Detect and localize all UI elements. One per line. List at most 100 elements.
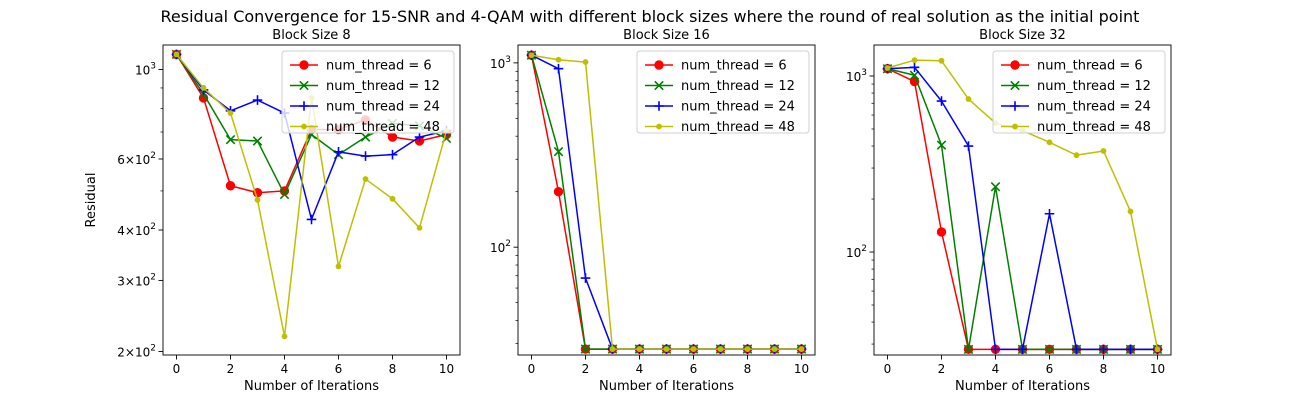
y-tick-label: 2×102 [117,343,156,359]
data-point [636,346,643,352]
data-point [1125,344,1136,355]
data-point [690,346,697,352]
legend-entry: num_thread = 24 [645,100,795,115]
data-point [360,151,371,161]
x-tick-label: 8 [1100,362,1108,376]
x-tick-label: 2 [227,362,235,376]
x-axis-label: Number of Iterations [599,379,734,394]
legend-marker [1012,123,1018,130]
x-tick-label: 4 [636,362,644,376]
legend-entry: num_thread = 48 [645,120,795,135]
y-tick-label: 103 [490,55,511,71]
x-tick-label: 0 [528,362,536,376]
x-tick-label: 2 [582,362,590,376]
y-tick-label: 103 [135,61,156,77]
legend-marker [1010,60,1020,70]
data-point [1071,344,1082,355]
legend-label: num_thread = 12 [1037,79,1151,94]
legend-marker [654,101,664,111]
data-point [580,273,591,283]
data-point [254,197,261,203]
legend-entry: num_thread = 6 [1001,59,1143,74]
y-tick-label: 6×102 [117,151,156,167]
legend-label: num_thread = 48 [681,120,795,135]
legend-entry: num_thread = 24 [290,100,440,115]
legend-label: num_thread = 48 [1037,120,1151,135]
axes-frame [517,44,816,356]
data-point [663,346,670,352]
x-tick-label: 6 [335,362,343,376]
legend-marker [654,80,664,91]
figure-suptitle: Residual Convergence for 15-SNR and 4-QA… [161,7,1140,26]
data-point [252,95,263,105]
data-point [227,110,234,116]
data-point [580,344,591,354]
data-point [990,344,1001,355]
data-point [963,344,974,355]
data-point [936,96,947,106]
data-point [609,346,616,352]
data-point [225,181,236,191]
x-tick-label: 4 [992,362,1000,376]
data-point [281,333,288,340]
data-point [333,147,344,157]
legend-entry: num_thread = 48 [290,120,440,135]
x-tick-label: 10 [1150,362,1165,376]
data-point [990,181,1001,192]
legend-label: num_thread = 24 [326,100,440,115]
data-point [416,224,423,231]
legend-marker [656,123,662,130]
x-tick-label: 0 [173,362,181,376]
data-point [936,227,947,237]
legend-entry: num_thread = 12 [645,79,795,94]
x-tick-label: 4 [281,362,289,376]
legend-label: num_thread = 12 [326,79,440,94]
data-point [1017,344,1028,355]
legend-entry: num_thread = 48 [1001,120,1151,135]
legend-box [636,50,810,134]
data-point [414,132,425,142]
legend-marker [1010,101,1020,111]
data-point [360,132,371,142]
subplot-title: Block Size 8 [272,28,350,43]
legend-box [992,50,1166,134]
subplot-2: 103 102 0 2 4 6 8 10 Block Size 16 Number of Iter… [490,28,816,394]
subplot-3: 103 102 0 2 4 6 8 10 Block Size 32 Number of Iter… [846,28,1172,394]
x-tick-label: 2 [938,362,946,376]
legend-marker [299,101,309,111]
y-tick-label: 3×102 [117,272,156,288]
legend-label: num_thread = 12 [681,79,795,94]
legend-marker [654,60,664,70]
legend-label: num_thread = 24 [681,100,795,115]
data-point [252,136,263,146]
data-point [884,65,891,71]
axes-frame [873,44,1172,356]
data-point [173,51,180,58]
data-point [938,57,945,64]
data-point [965,96,972,102]
data-point [387,149,398,160]
legend-label: num_thread = 6 [681,59,787,74]
legend-marker [299,60,309,70]
data-point [744,346,751,352]
legend-entry: num_thread = 24 [1001,100,1151,115]
data-point [1154,346,1161,353]
subplot-title: Block Size 16 [623,28,710,43]
data-point [909,62,920,73]
data-point [582,59,589,65]
data-point [389,195,396,202]
data-point [1127,208,1134,215]
data-point [555,56,562,63]
legend-label: num_thread = 6 [1037,59,1143,74]
legend-entry: num_thread = 12 [1001,79,1151,94]
y-tick-label: 103 [846,68,867,84]
axes-frame [162,44,461,356]
x-tick-label: 10 [794,362,809,376]
data-point [553,146,564,157]
legend: num_thread = 6 num_thread = 12 num_thread … [636,50,810,135]
x-tick-label: 6 [1046,362,1054,376]
legend-marker [299,80,309,91]
legend-label: num_thread = 6 [326,59,432,74]
data-point [200,85,207,91]
